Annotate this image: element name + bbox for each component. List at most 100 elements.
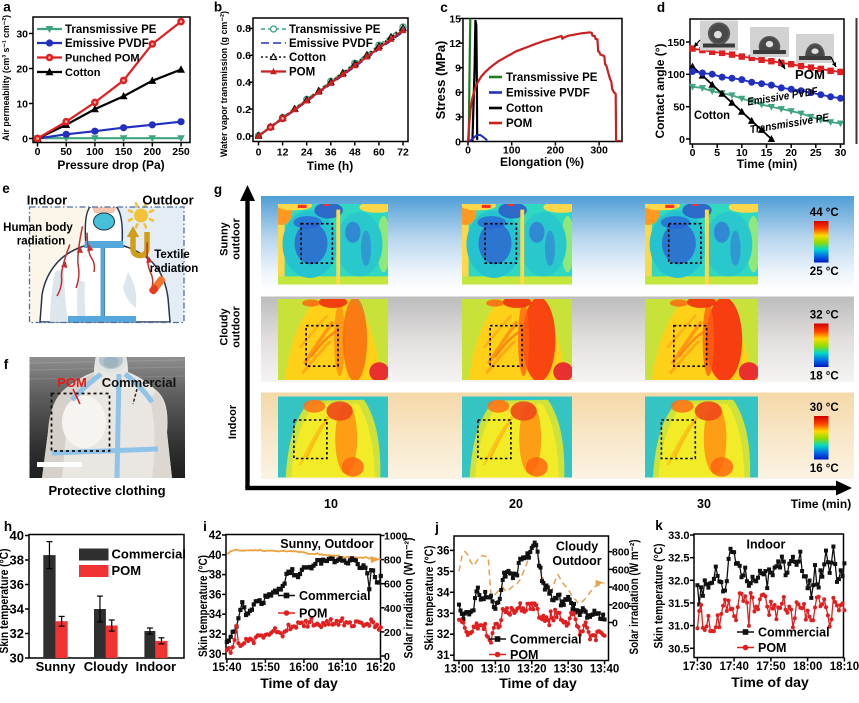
svg-text:17:40: 17:40 xyxy=(719,661,748,673)
svg-text:Cotton: Cotton xyxy=(694,108,730,122)
svg-text:36: 36 xyxy=(437,545,450,557)
svg-text:34: 34 xyxy=(10,602,25,617)
svg-text:13:20: 13:20 xyxy=(517,664,546,676)
svg-text:Pressure drop (Pa): Pressure drop (Pa) xyxy=(57,158,164,172)
svg-text:d: d xyxy=(657,0,665,15)
svg-text:Skin temperature (°C): Skin temperature (°C) xyxy=(198,555,210,657)
svg-text:100: 100 xyxy=(667,69,685,81)
svg-text:Skin temperature (°C): Skin temperature (°C) xyxy=(654,543,666,648)
svg-text:f: f xyxy=(4,357,9,372)
svg-text:20: 20 xyxy=(16,63,28,75)
svg-text:Solar irradiation (W m⁻²): Solar irradiation (W m⁻²) xyxy=(404,537,416,658)
svg-text:0: 0 xyxy=(465,145,471,157)
svg-text:15: 15 xyxy=(761,147,773,159)
svg-text:POM: POM xyxy=(299,607,327,621)
svg-text:250: 250 xyxy=(172,146,190,158)
svg-text:33.0: 33.0 xyxy=(668,530,689,542)
svg-text:30 °C: 30 °C xyxy=(810,402,839,414)
svg-text:34: 34 xyxy=(437,587,450,599)
svg-text:g: g xyxy=(214,182,222,197)
svg-text:600: 600 xyxy=(384,579,402,591)
svg-text:30: 30 xyxy=(697,497,711,511)
svg-text:Human body: Human body xyxy=(3,222,73,234)
svg-text:17:30: 17:30 xyxy=(683,661,712,673)
svg-text:800: 800 xyxy=(612,547,630,559)
svg-text:12: 12 xyxy=(277,147,289,159)
svg-text:150: 150 xyxy=(115,146,133,158)
svg-text:Commercial: Commercial xyxy=(112,547,186,562)
svg-text:0: 0 xyxy=(22,133,28,145)
svg-text:150: 150 xyxy=(667,37,685,49)
svg-text:Punched POM: Punched POM xyxy=(65,53,140,65)
svg-text:Time of day: Time of day xyxy=(499,675,577,691)
svg-text:POM: POM xyxy=(57,375,87,390)
svg-text:Commercial: Commercial xyxy=(102,375,176,390)
svg-text:Sunny: Sunny xyxy=(36,659,76,674)
svg-text:POM: POM xyxy=(289,67,315,79)
svg-text:31: 31 xyxy=(437,650,450,662)
svg-text:33: 33 xyxy=(437,608,450,620)
svg-text:20: 20 xyxy=(509,497,523,511)
svg-text:36: 36 xyxy=(209,589,222,601)
svg-text:24: 24 xyxy=(301,147,313,159)
svg-text:Cotton: Cotton xyxy=(289,52,326,64)
svg-text:13:00: 13:00 xyxy=(444,664,473,676)
svg-text:Indoor: Indoor xyxy=(227,404,239,439)
svg-text:Indoor: Indoor xyxy=(747,538,786,552)
svg-text:outdoor: outdoor xyxy=(231,306,243,348)
svg-text:Skin temperature (°C): Skin temperature (°C) xyxy=(0,548,11,653)
svg-text:POM: POM xyxy=(758,641,786,655)
svg-text:20: 20 xyxy=(785,147,797,159)
svg-text:POM: POM xyxy=(112,563,142,578)
svg-text:36: 36 xyxy=(325,147,337,159)
svg-text:POM: POM xyxy=(510,648,538,662)
svg-text:Sunny, Outdoor: Sunny, Outdoor xyxy=(280,537,374,551)
svg-text:radiation: radiation xyxy=(150,263,199,275)
svg-text:0: 0 xyxy=(612,618,618,630)
svg-text:1000: 1000 xyxy=(384,531,408,543)
svg-text:42: 42 xyxy=(209,530,222,542)
svg-text:200: 200 xyxy=(384,627,402,639)
svg-text:30.5: 30.5 xyxy=(668,643,689,655)
svg-text:18 °C: 18 °C xyxy=(810,371,839,383)
svg-text:15:50: 15:50 xyxy=(251,662,280,674)
svg-text:b: b xyxy=(214,0,222,15)
svg-text:38: 38 xyxy=(10,553,24,568)
svg-text:32: 32 xyxy=(437,629,450,641)
svg-text:25 °C: 25 °C xyxy=(810,266,839,278)
svg-text:16:20: 16:20 xyxy=(366,662,395,674)
svg-text:10: 10 xyxy=(736,147,748,159)
svg-text:Time of day: Time of day xyxy=(260,675,338,691)
svg-text:Commercial: Commercial xyxy=(299,589,371,603)
svg-text:i: i xyxy=(203,519,207,534)
svg-text:32 °C: 32 °C xyxy=(810,310,839,322)
svg-text:30: 30 xyxy=(16,28,28,40)
svg-text:Indoor: Indoor xyxy=(136,659,176,674)
svg-text:Emissive PVDF: Emissive PVDF xyxy=(65,38,149,50)
svg-text:13:30: 13:30 xyxy=(553,664,582,676)
svg-text:35: 35 xyxy=(437,566,450,578)
svg-text:Textile: Textile xyxy=(154,249,190,261)
svg-text:Time (h): Time (h) xyxy=(307,159,353,173)
svg-text:Time of day: Time of day xyxy=(731,674,809,690)
svg-text:Air permeability (cm³ s⁻¹ cm⁻²: Air permeability (cm³ s⁻¹ cm⁻²) xyxy=(1,15,12,141)
svg-text:32: 32 xyxy=(10,626,24,641)
svg-text:Stress (MPa): Stress (MPa) xyxy=(433,41,448,120)
svg-text:18:10: 18:10 xyxy=(830,661,859,673)
svg-text:Elongation (%): Elongation (%) xyxy=(500,155,584,169)
svg-text:40: 40 xyxy=(209,550,222,562)
svg-text:0.4: 0.4 xyxy=(236,77,251,89)
svg-text:5: 5 xyxy=(714,147,720,159)
svg-text:36: 36 xyxy=(10,577,24,592)
svg-text:0: 0 xyxy=(690,147,696,159)
svg-text:outdoor: outdoor xyxy=(231,218,243,260)
svg-text:e: e xyxy=(2,181,10,196)
svg-text:Transmissive PE: Transmissive PE xyxy=(289,24,381,36)
svg-text:Cotton: Cotton xyxy=(506,103,543,115)
svg-text:a: a xyxy=(3,0,11,15)
svg-text:31.0: 31.0 xyxy=(668,621,689,633)
svg-text:16:10: 16:10 xyxy=(328,662,357,674)
svg-text:0: 0 xyxy=(256,147,262,159)
svg-text:Time (min): Time (min) xyxy=(791,497,851,511)
svg-text:200: 200 xyxy=(144,146,162,158)
